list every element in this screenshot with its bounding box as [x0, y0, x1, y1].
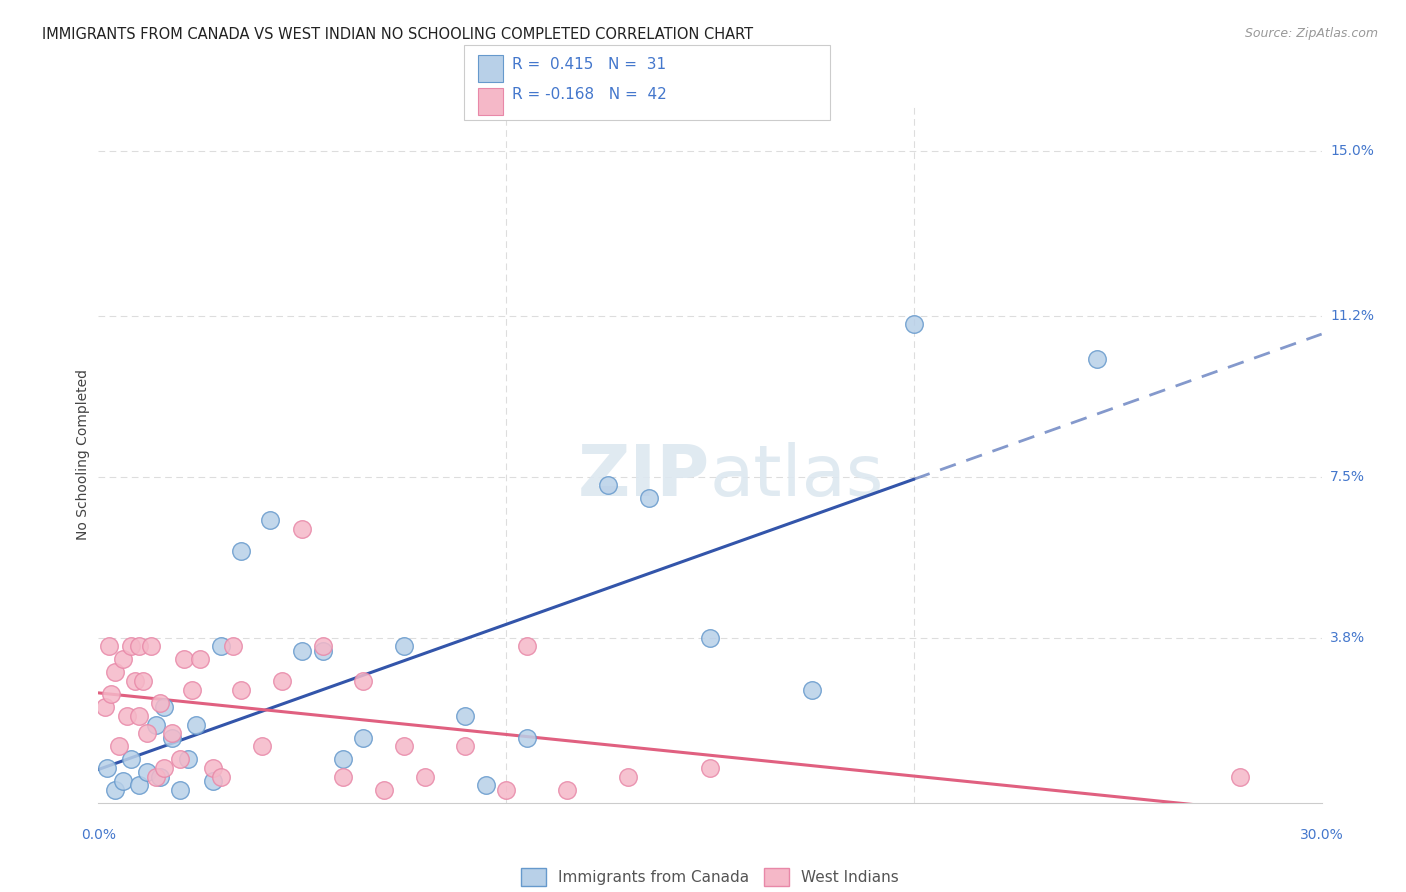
Point [291, 643, 314, 657]
Point [516, 639, 538, 653]
Point [222, 639, 245, 653]
Point [373, 782, 395, 797]
Point [392, 739, 416, 754]
Point [201, 774, 224, 789]
Point [188, 652, 212, 666]
Point [124, 674, 146, 689]
Point [120, 639, 142, 653]
Legend: Immigrants from Canada, West Indians: Immigrants from Canada, West Indians [522, 868, 898, 886]
Text: 7.5%: 7.5% [1330, 470, 1365, 483]
Point [332, 752, 354, 766]
Point [474, 778, 498, 792]
Point [186, 717, 208, 731]
Point [637, 491, 661, 506]
Point [516, 731, 538, 745]
Point [903, 318, 925, 332]
Point [617, 770, 640, 784]
Point [699, 631, 721, 645]
Point [392, 639, 416, 653]
Point [136, 765, 159, 780]
Point [177, 752, 200, 766]
Point [332, 770, 354, 784]
Point [413, 770, 436, 784]
Text: 3.8%: 3.8% [1330, 631, 1365, 645]
Point [454, 739, 477, 754]
Point [111, 774, 134, 789]
Point [596, 478, 619, 492]
Point [96, 761, 118, 775]
Text: 30.0%: 30.0% [1299, 828, 1344, 842]
Point [259, 513, 281, 527]
Point [128, 639, 150, 653]
Point [152, 761, 174, 775]
Point [250, 739, 273, 754]
Point [181, 682, 204, 697]
Point [1085, 352, 1108, 367]
Point [454, 708, 477, 723]
Point [169, 752, 191, 766]
Point [120, 752, 142, 766]
Point [128, 708, 150, 723]
Point [270, 674, 294, 689]
Point [312, 639, 335, 653]
Text: 0.0%: 0.0% [82, 828, 115, 842]
Point [495, 782, 517, 797]
Point [93, 700, 115, 714]
Point [141, 639, 163, 653]
Point [801, 682, 824, 697]
Point [152, 700, 174, 714]
Text: R = -0.168   N =  42: R = -0.168 N = 42 [512, 87, 666, 103]
Text: atlas: atlas [710, 442, 884, 511]
Point [100, 687, 122, 701]
Point [149, 770, 172, 784]
Point [699, 761, 721, 775]
Point [115, 708, 138, 723]
Point [145, 717, 167, 731]
Text: ZIP: ZIP [578, 442, 710, 511]
Point [231, 543, 253, 558]
Point [352, 674, 374, 689]
Text: 15.0%: 15.0% [1330, 144, 1374, 158]
Point [97, 639, 120, 653]
Y-axis label: No Schooling Completed: No Schooling Completed [76, 369, 90, 541]
Point [169, 782, 191, 797]
Point [145, 770, 167, 784]
Point [160, 726, 183, 740]
Point [104, 665, 127, 680]
Point [173, 652, 195, 666]
Text: R =  0.415   N =  31: R = 0.415 N = 31 [512, 57, 666, 72]
Point [201, 761, 224, 775]
Point [128, 778, 150, 792]
Point [108, 739, 131, 754]
Point [231, 682, 253, 697]
Point [104, 782, 127, 797]
Point [132, 674, 155, 689]
Point [149, 696, 172, 710]
Text: Source: ZipAtlas.com: Source: ZipAtlas.com [1244, 27, 1378, 40]
Point [291, 522, 314, 536]
Point [209, 770, 232, 784]
Text: 11.2%: 11.2% [1330, 309, 1374, 323]
Point [352, 731, 374, 745]
Point [209, 639, 232, 653]
Point [136, 726, 159, 740]
Point [160, 731, 183, 745]
Point [111, 652, 134, 666]
Point [312, 643, 335, 657]
Text: IMMIGRANTS FROM CANADA VS WEST INDIAN NO SCHOOLING COMPLETED CORRELATION CHART: IMMIGRANTS FROM CANADA VS WEST INDIAN NO… [42, 27, 754, 42]
Point [1229, 770, 1251, 784]
Point [555, 782, 579, 797]
